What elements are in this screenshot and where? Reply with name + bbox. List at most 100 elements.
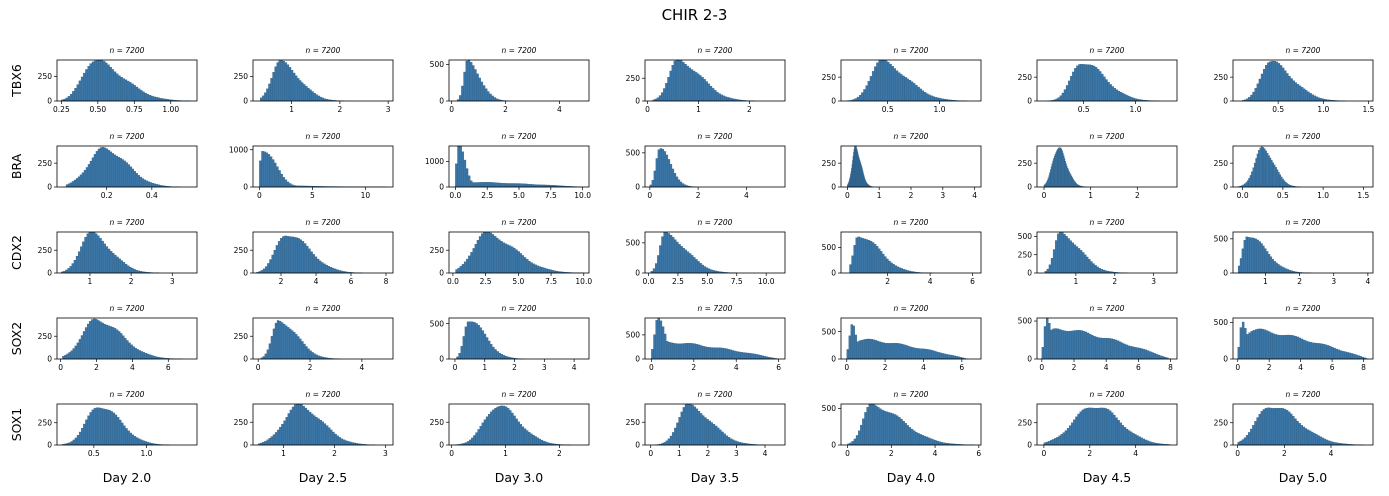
y-tick-label: 0 bbox=[1027, 269, 1032, 278]
histogram-bar bbox=[159, 98, 163, 102]
histogram-bar bbox=[1113, 88, 1116, 102]
axes-frame bbox=[644, 59, 786, 102]
histogram-bar bbox=[703, 79, 706, 102]
histogram-bar bbox=[923, 348, 926, 360]
histogram-bar bbox=[1096, 266, 1099, 274]
histogram-bar bbox=[943, 353, 946, 360]
histogram-bar bbox=[540, 267, 544, 274]
histogram-bar bbox=[701, 415, 705, 446]
histogram-bar bbox=[1270, 160, 1273, 188]
histogram-bar bbox=[470, 180, 473, 188]
histogram-bar bbox=[1239, 258, 1243, 274]
histogram-bar bbox=[1069, 240, 1072, 274]
x-tick-label: 5.0 bbox=[513, 191, 525, 200]
y-tick-label: 250 bbox=[1018, 73, 1033, 82]
histogram-bar bbox=[1264, 248, 1267, 274]
histogram-bar bbox=[269, 156, 273, 188]
axes-frame bbox=[1232, 231, 1374, 274]
y-tick-label: 500 bbox=[1214, 318, 1229, 327]
histogram-bar bbox=[530, 433, 533, 446]
histogram-bar bbox=[124, 79, 128, 102]
histogram-bar bbox=[689, 343, 692, 360]
histogram-bar bbox=[504, 356, 508, 360]
histogram-bar bbox=[308, 411, 312, 446]
histogram-bar bbox=[1269, 157, 1272, 188]
histogram-bar bbox=[294, 75, 298, 102]
histogram-bar bbox=[264, 440, 267, 446]
histogram-bar bbox=[92, 232, 96, 274]
x-tick-label: 4 bbox=[572, 363, 577, 372]
histogram-bar bbox=[678, 343, 682, 360]
histogram-bar bbox=[106, 409, 109, 446]
histogram-bar bbox=[1078, 330, 1081, 360]
histogram-bar bbox=[1118, 341, 1122, 360]
histogram-bar bbox=[89, 321, 92, 360]
histogram-bar bbox=[1307, 91, 1310, 102]
x-tick-label: 0 bbox=[1039, 363, 1044, 372]
histogram-bar bbox=[1260, 243, 1263, 274]
histogram-bar bbox=[1324, 344, 1328, 360]
histogram-bar bbox=[129, 266, 132, 274]
y-tick-label: 0 bbox=[1223, 269, 1228, 278]
histogram-bar bbox=[1268, 331, 1271, 360]
histogram-bar bbox=[79, 174, 83, 188]
histogram-bar bbox=[323, 423, 327, 446]
histogram-bar bbox=[1311, 342, 1315, 360]
histogram-bar bbox=[1249, 237, 1252, 274]
histogram-bar bbox=[499, 182, 503, 188]
y-tick-label: 250 bbox=[38, 159, 53, 168]
histogram-bar bbox=[1280, 176, 1283, 188]
histogram-bar bbox=[267, 154, 271, 188]
x-tick-label: 1 bbox=[281, 449, 286, 458]
histogram-bar bbox=[85, 69, 88, 102]
histogram-bar bbox=[1043, 326, 1047, 360]
histogram-bar bbox=[1317, 435, 1320, 446]
histogram-bar bbox=[76, 342, 80, 360]
histogram-bar bbox=[1151, 442, 1154, 446]
histogram-bar bbox=[150, 355, 154, 360]
histogram-bar bbox=[1342, 351, 1345, 360]
histogram-bar bbox=[291, 330, 294, 360]
histogram-bar bbox=[95, 319, 98, 360]
histogram-bar bbox=[665, 154, 669, 188]
histogram-bar bbox=[1155, 354, 1158, 360]
histogram-bar bbox=[704, 417, 707, 446]
histogram-bar bbox=[706, 346, 709, 360]
histogram-bar bbox=[1244, 328, 1247, 360]
histogram-bar bbox=[680, 246, 683, 274]
histogram-bar bbox=[894, 265, 897, 274]
histogram-bar bbox=[155, 97, 158, 102]
axes-frame bbox=[448, 317, 590, 360]
histogram-bar bbox=[939, 352, 942, 360]
x-tick-label: 0 bbox=[453, 363, 458, 372]
histogram-bar bbox=[1067, 238, 1070, 274]
histogram-bar bbox=[892, 264, 895, 274]
histogram-bar bbox=[463, 261, 467, 274]
histogram-bar bbox=[900, 418, 903, 446]
histogram-bar bbox=[502, 242, 505, 274]
histogram-bar bbox=[309, 89, 312, 102]
histogram-bar bbox=[663, 232, 666, 274]
histogram-bar bbox=[542, 440, 546, 446]
histogram-bar bbox=[1298, 423, 1301, 446]
histogram-bar bbox=[863, 238, 867, 274]
panel-title: n = 7200 bbox=[894, 46, 929, 55]
histogram-bar bbox=[1074, 68, 1077, 102]
histogram-bar bbox=[705, 267, 709, 274]
histogram-bar bbox=[671, 237, 675, 274]
histogram-bar bbox=[1279, 407, 1282, 446]
histogram-bar bbox=[1248, 178, 1251, 188]
histogram-bar bbox=[76, 435, 80, 446]
histogram-bar bbox=[746, 352, 750, 360]
histogram-bar bbox=[502, 405, 506, 446]
histogram-bar bbox=[1273, 60, 1276, 102]
histogram-bar bbox=[1045, 317, 1049, 360]
histogram-bar bbox=[483, 333, 487, 360]
histogram-bar bbox=[661, 326, 665, 360]
x-tick-label: 0.0 bbox=[643, 277, 655, 286]
histogram-bar bbox=[1256, 417, 1259, 446]
axes-frame bbox=[56, 231, 198, 274]
histogram-bar bbox=[329, 267, 333, 274]
histogram-bar bbox=[677, 179, 681, 188]
